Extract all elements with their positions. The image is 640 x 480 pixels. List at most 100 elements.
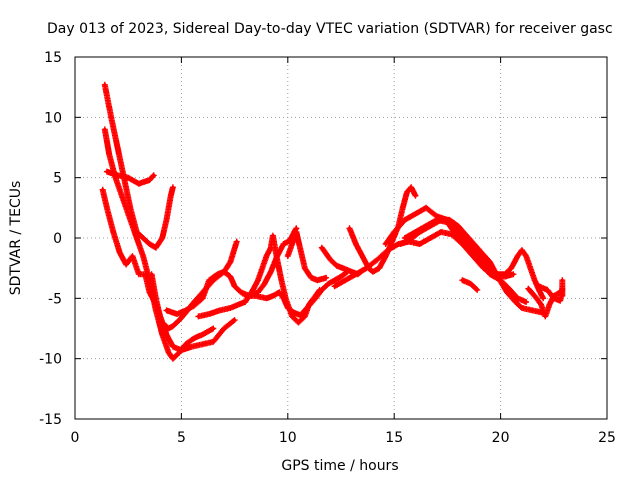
data-point <box>171 185 175 189</box>
data-point <box>494 272 498 276</box>
data-point <box>324 276 328 280</box>
data-point <box>418 242 422 246</box>
data-point <box>460 278 464 282</box>
data-point <box>533 294 537 298</box>
data-point <box>158 314 162 319</box>
data-point <box>286 254 290 258</box>
data-point <box>164 332 169 337</box>
data-series <box>148 271 238 354</box>
data-point <box>126 176 130 180</box>
data-point <box>103 83 107 87</box>
data-point <box>254 294 258 298</box>
data-point <box>418 230 422 234</box>
data-point <box>105 206 109 210</box>
data-point <box>315 278 320 282</box>
data-series <box>346 184 419 275</box>
data-point <box>469 282 473 286</box>
x-tick-label: 15 <box>385 430 403 446</box>
data-point <box>477 260 481 264</box>
data-point <box>401 206 405 210</box>
series-marks <box>346 184 419 275</box>
x-tick-label: 10 <box>279 430 297 446</box>
data-point <box>107 151 111 156</box>
data-point <box>516 254 520 258</box>
data-point <box>507 287 511 291</box>
data-point <box>137 242 141 246</box>
data-point <box>222 326 226 331</box>
y-tick-label: -15 <box>39 412 62 428</box>
data-point <box>341 266 345 270</box>
data-point <box>152 173 156 177</box>
data-point <box>137 272 141 276</box>
data-point <box>118 250 122 255</box>
data-point <box>150 272 154 276</box>
data-point <box>560 287 564 291</box>
data-point <box>428 224 432 228</box>
data-point <box>169 194 173 198</box>
data-point <box>184 308 188 312</box>
data-point <box>115 145 120 150</box>
data-point <box>179 348 183 352</box>
data-point <box>256 278 260 282</box>
data-point <box>488 260 492 264</box>
data-point <box>364 266 369 270</box>
data-point <box>439 218 443 222</box>
data-point <box>305 306 309 310</box>
data-point <box>392 230 396 234</box>
data-point <box>135 230 139 234</box>
data-point <box>488 272 492 276</box>
data-point <box>160 236 164 240</box>
data-series <box>242 268 351 319</box>
data-point <box>128 206 132 210</box>
data-series <box>459 277 481 293</box>
data-series <box>163 225 300 317</box>
data-point <box>275 258 279 262</box>
data-point <box>235 240 239 244</box>
data-point <box>413 212 418 216</box>
data-point <box>499 278 503 282</box>
data-point <box>547 302 552 306</box>
data-point <box>505 290 509 294</box>
data-point <box>171 324 175 328</box>
data-point <box>271 233 275 238</box>
data-point <box>309 276 313 280</box>
data-point <box>543 314 547 319</box>
data-point <box>516 296 520 300</box>
data-point <box>120 194 124 198</box>
data-point <box>184 342 188 346</box>
data-point <box>101 188 105 192</box>
data-point <box>222 270 226 274</box>
y-tick-label: 0 <box>53 231 62 247</box>
data-point <box>520 248 524 252</box>
data-point <box>115 173 120 177</box>
data-point <box>256 290 260 294</box>
data-point <box>539 302 543 306</box>
y-tick-label: -5 <box>48 291 62 307</box>
data-point <box>130 254 135 258</box>
data-point <box>105 170 109 174</box>
y-tick-label: 15 <box>44 50 62 66</box>
data-point <box>320 246 324 250</box>
data-point <box>328 258 332 262</box>
data-point <box>239 290 243 294</box>
data-point <box>124 262 128 267</box>
data-point <box>201 296 205 300</box>
data-point <box>467 248 471 252</box>
data-point <box>424 206 428 210</box>
data-point <box>528 266 532 270</box>
data-point <box>439 230 443 234</box>
data-point <box>511 272 515 276</box>
data-point <box>335 264 339 268</box>
data-point <box>477 254 481 258</box>
data-point <box>294 230 298 234</box>
data-point <box>281 296 286 300</box>
data-point <box>167 351 171 355</box>
data-point <box>503 272 507 276</box>
data-point <box>137 182 141 186</box>
data-point <box>526 287 530 291</box>
data-point <box>520 306 524 310</box>
data-point <box>228 306 232 310</box>
axis-ticks: 0 5 10 15 20 25 -15 -10 -5 0 5 10 15 <box>39 50 616 446</box>
data-point <box>141 236 145 240</box>
data-point <box>296 320 301 325</box>
